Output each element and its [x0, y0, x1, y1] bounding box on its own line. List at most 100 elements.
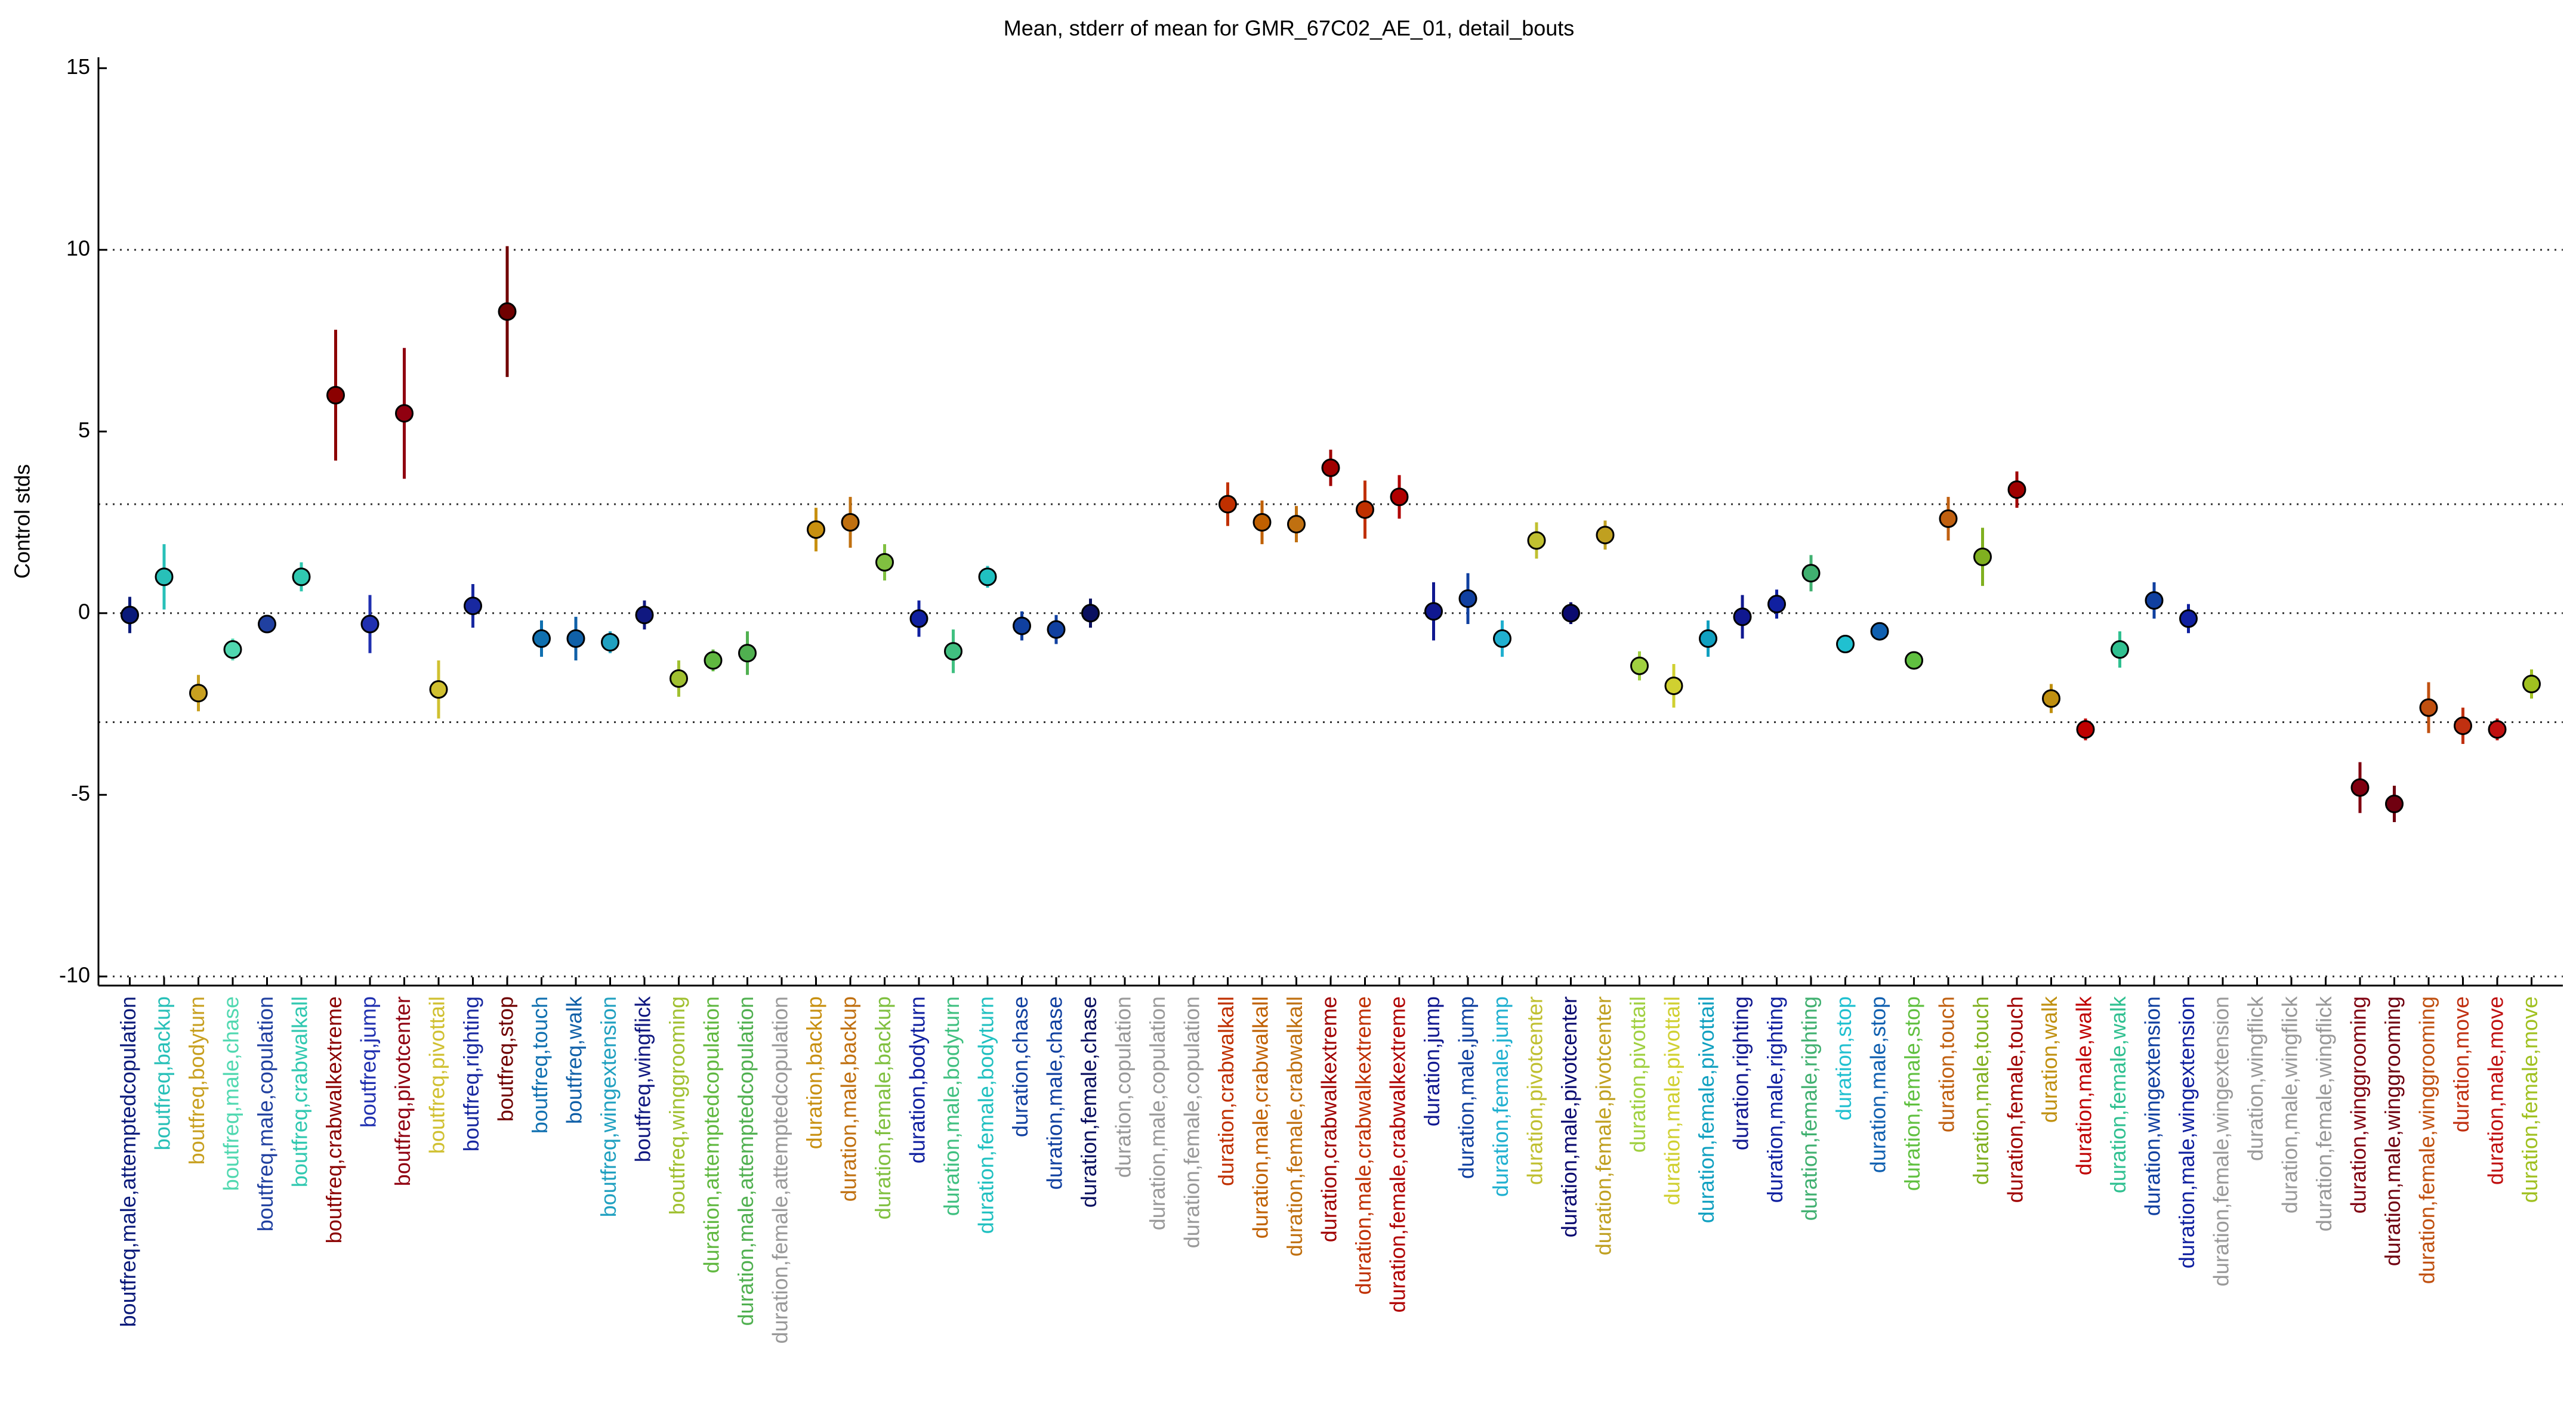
mean-dot	[360, 614, 380, 634]
x-tick-label: boutfreq,walk	[562, 996, 587, 1124]
x-tick-label: duration,touch	[1935, 996, 1959, 1132]
mean-dot	[1218, 495, 1237, 514]
x-tick-label: boutfreq,bodyturn	[184, 996, 209, 1165]
x-tick-label: duration,pivotcenter	[1523, 996, 1547, 1185]
x-tick-label: boutfreq,crabwalkall	[288, 996, 312, 1187]
mean-dot	[258, 614, 276, 634]
mean-dot	[1252, 513, 1272, 532]
mean-dot	[1527, 531, 1546, 550]
x-tick-label: duration,female,pivotcenter	[1591, 996, 1616, 1255]
mean-dot	[429, 680, 448, 699]
y-tick-label: 10	[66, 236, 90, 260]
mean-dot	[223, 640, 242, 659]
x-tick-label: boutfreq,male,copulation	[253, 996, 277, 1231]
x-tick-label: duration,male,crabwalkextreme	[1351, 996, 1375, 1295]
mean-dot	[121, 606, 139, 625]
x-tick-label: boutfreq,crabwalkextreme	[322, 996, 346, 1243]
x-tick-label: duration,female,move	[2518, 996, 2542, 1203]
y-tick-label: -5	[71, 781, 90, 805]
x-tick-label: duration,male,wingextension	[2174, 996, 2199, 1268]
x-tick-label: duration,female,stop	[1900, 996, 1924, 1191]
x-tick-label: duration,female,crabwalkall	[1282, 996, 1307, 1256]
x-tick-label: duration,male,jump	[1454, 996, 1479, 1179]
x-tick-label: duration,female,walk	[2106, 996, 2130, 1193]
x-tick-label: boutfreq,winggrooming	[665, 996, 689, 1215]
mean-dot	[670, 669, 688, 688]
mean-dot	[909, 609, 928, 628]
mean-dot	[189, 684, 208, 703]
x-tick-label: boutfreq,pivotcenter	[390, 996, 415, 1186]
x-tick-label: duration,backup	[802, 996, 826, 1149]
mean-dot	[704, 651, 723, 670]
mean-dot	[2350, 778, 2370, 797]
mean-dot	[1870, 622, 1889, 641]
x-tick-label: duration,crabwalkextreme	[1317, 996, 1341, 1242]
x-tick-label: boutfreq,stop	[493, 996, 518, 1122]
x-tick-label: duration,male,move	[2484, 996, 2508, 1185]
x-tick-label: duration,female,copulation	[1180, 996, 1204, 1248]
mean-dot	[2454, 717, 2472, 736]
x-tick-label: duration,male,bodyturn	[939, 996, 964, 1216]
mean-dot	[2145, 591, 2164, 610]
x-tick-label: boutfreq,jump	[356, 996, 381, 1128]
mean-dot	[395, 404, 414, 423]
y-tick-label: 5	[78, 418, 90, 442]
mean-dot	[2419, 698, 2438, 717]
x-tick-label: boutfreq,male,chase	[219, 996, 243, 1191]
x-tick-label: boutfreq,wingflick	[631, 996, 655, 1162]
mean-dot	[944, 642, 962, 661]
mean-dot	[807, 520, 825, 539]
x-tick-label: duration,bodyturn	[905, 996, 930, 1163]
x-tick-label: duration,male,chase	[1042, 996, 1067, 1190]
mean-dot	[464, 597, 482, 616]
x-tick-label: duration,female,jump	[1488, 996, 1513, 1197]
mean-dot	[2385, 794, 2404, 813]
x-tick-label: duration,female,pivottail	[1694, 996, 1719, 1223]
mean-dot	[1424, 602, 1443, 621]
mean-dot	[1905, 651, 1923, 670]
x-tick-label: duration,female,wingextension	[2209, 996, 2233, 1286]
mean-dot	[292, 567, 311, 586]
mean-dot	[1458, 589, 1477, 608]
x-tick-label: duration,female,chase	[1076, 996, 1101, 1208]
x-tick-label: duration,attemptedcopulation	[699, 996, 724, 1273]
x-tick-label: duration,move	[2449, 996, 2473, 1132]
x-tick-label: duration,male,walk	[2072, 996, 2096, 1175]
x-tick-label: duration,female,righting	[1797, 996, 1822, 1221]
x-tick-label: duration,crabwalkall	[1214, 996, 1238, 1186]
x-tick-label: duration,wingextension	[2140, 996, 2165, 1216]
x-tick-label: duration,chase	[1008, 996, 1032, 1137]
mean-dot	[155, 567, 174, 586]
mean-dot	[635, 606, 654, 625]
mean-dot	[2179, 609, 2198, 628]
x-tick-label: duration,male,righting	[1763, 996, 1787, 1203]
mean-dot	[2042, 689, 2060, 708]
x-tick-label: duration,copulation	[1111, 996, 1136, 1178]
x-tick-label: duration,male,winggrooming	[2380, 996, 2405, 1266]
x-tick-label: boutfreq,male,attemptedcopulation	[116, 996, 140, 1327]
x-tick-label: duration,male,crabwalkall	[1248, 996, 1273, 1239]
x-tick-label: duration,male,pivotcenter	[1557, 996, 1581, 1237]
mean-dot	[738, 644, 757, 663]
y-axis-label: Control stds	[10, 464, 35, 579]
x-tick-label: duration,female,winggrooming	[2415, 996, 2439, 1284]
mean-dot	[1801, 564, 1821, 583]
mean-dot	[1081, 604, 1100, 623]
x-tick-label: boutfreq,touch	[527, 996, 552, 1134]
mean-dot	[532, 629, 551, 648]
x-tick-label: duration,female,attemptedcopulation	[768, 996, 792, 1344]
mean-dot	[2076, 720, 2095, 739]
mean-dot	[1047, 620, 1066, 639]
mean-dot	[1356, 500, 1374, 519]
mean-dot	[1699, 629, 1717, 648]
x-tick-label: duration,male,attemptedcopulation	[733, 996, 758, 1326]
mean-dot	[1390, 487, 1409, 507]
mean-dot	[1767, 595, 1786, 614]
mean-dot	[601, 632, 619, 651]
mean-dot	[1664, 677, 1683, 696]
x-tick-label: duration,stop	[1831, 996, 1856, 1120]
mean-dot	[875, 553, 894, 572]
x-tick-label: duration,male,backup	[837, 996, 861, 1202]
x-tick-label: duration,female,crabwalkextreme	[1386, 996, 1410, 1313]
